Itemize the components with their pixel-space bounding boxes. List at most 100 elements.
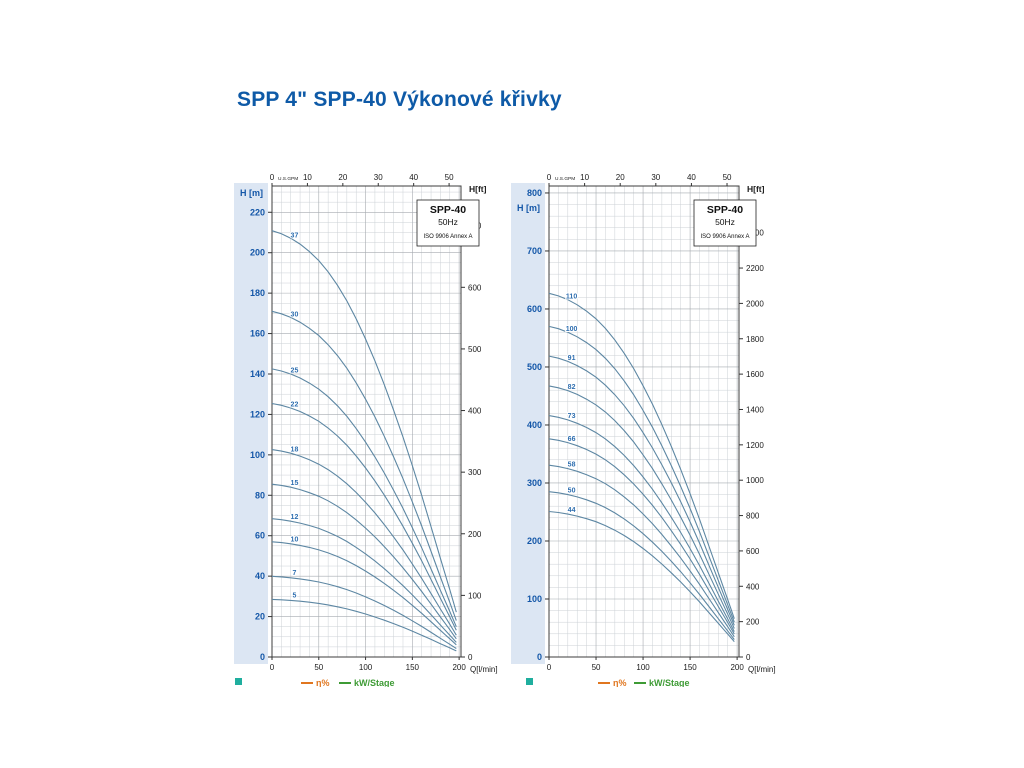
- legend-label: η%: [613, 678, 627, 687]
- curve-label-100: 100: [566, 326, 578, 333]
- y-tick-label-ft: 100: [468, 591, 482, 600]
- curve-label-37: 37: [291, 233, 299, 240]
- x-axis-top: 0 10 20 30 40 50 U.S.GPM: [547, 173, 732, 186]
- y-tick-label-m: 400: [527, 420, 542, 430]
- y-tick-label-ft: 0: [468, 653, 473, 662]
- plot-border: [271, 185, 462, 658]
- x-tick-label-gpm: 0: [270, 173, 275, 182]
- x-tick-label-gpm: 50: [723, 173, 732, 182]
- y-tick-label-ft: 500: [468, 345, 482, 354]
- y-axis-left: 0 20 40 60 80 100 120 140 160 180 200 220 H [m]: [240, 188, 272, 662]
- curve-label-91: 91: [568, 355, 576, 362]
- pump-curve-50: [548, 491, 735, 640]
- y-tick-label-m: 600: [527, 304, 542, 314]
- y-tick-label-m: 80: [255, 490, 265, 500]
- pump-curve-30: [271, 310, 457, 621]
- legend-item: η%: [598, 678, 627, 687]
- x-tick-label-lmin: 50: [592, 663, 601, 672]
- legend-swatch: [526, 678, 533, 685]
- x-tick-label-lmin: 100: [359, 663, 373, 672]
- info-box-standard: ISO 9906 Annex A: [700, 234, 749, 240]
- pump-curve-7: [271, 575, 457, 649]
- y-tick-label-ft: 1200: [746, 441, 764, 450]
- pump-curve-10: [271, 541, 457, 646]
- y-tick-label-ft: 2200: [746, 264, 764, 273]
- y-tick-label-ft: 1600: [746, 370, 764, 379]
- pump-curve-25: [271, 368, 457, 627]
- legend-label: η%: [316, 678, 330, 687]
- axis-band: [234, 183, 268, 664]
- curve-label-58: 58: [568, 462, 576, 469]
- x-axis-bottom: 0 50 100 150 200 Q[l/min]: [547, 657, 776, 674]
- curve-label-7: 7: [293, 570, 297, 577]
- curve-label-30: 30: [291, 311, 299, 318]
- y-tick-label-m: 100: [527, 594, 542, 604]
- y-tick-label-m: 0: [260, 652, 265, 662]
- info-box-frequency: 50Hz: [715, 217, 735, 227]
- curve-label-110: 110: [566, 294, 577, 301]
- pump-curve-82: [548, 385, 735, 629]
- y-tick-label-m: 40: [255, 571, 265, 581]
- y-axis-left-title: H [m]: [517, 203, 540, 213]
- y-tick-label-m: 800: [527, 188, 542, 198]
- y-tick-label-ft: 800: [746, 512, 760, 521]
- legend-swatch: [235, 678, 242, 685]
- y-tick-label-m: 300: [527, 478, 542, 488]
- x-tick-label-gpm: 50: [445, 173, 454, 182]
- y-axis-right: 0100200300400500600700H[ft]: [461, 184, 487, 662]
- legend-item: η%: [301, 678, 330, 687]
- y-tick-label-m: 120: [250, 409, 265, 419]
- curve-label-10: 10: [291, 536, 299, 543]
- curve-label-44: 44: [568, 507, 576, 514]
- pump-curve-73: [548, 415, 735, 632]
- x-tick-label-gpm: 20: [338, 173, 347, 182]
- legend-line-mark: [339, 682, 351, 684]
- curve-label-73: 73: [568, 413, 576, 420]
- grid: [272, 186, 461, 657]
- y-tick-label-ft: 200: [746, 618, 760, 627]
- x-tick-label-lmin: 50: [314, 663, 323, 672]
- pump-curve-110: [548, 292, 735, 619]
- y-tick-label-ft: 2000: [746, 299, 764, 308]
- x-axis-top-title: U.S.GPM: [278, 176, 298, 182]
- legend-item: [526, 678, 536, 687]
- curve-label-66: 66: [568, 436, 576, 443]
- x-axis-top-title: U.S.GPM: [555, 176, 575, 182]
- x-axis-bottom-title: Q[l/min]: [748, 665, 776, 674]
- y-tick-label-m: 100: [250, 450, 265, 460]
- y-tick-label-ft: 200: [468, 530, 482, 539]
- curve-label-82: 82: [568, 384, 576, 391]
- curve-label-15: 15: [291, 480, 299, 487]
- x-tick-label-gpm: 30: [374, 173, 383, 182]
- y-tick-label-ft: 1800: [746, 335, 764, 344]
- legend-line-mark: [301, 682, 313, 684]
- legend-item: kW/Stage: [339, 678, 395, 687]
- y-axis-right: 0 200 400 600 800 1000 1200 1400 1600 1800 2000 220…: [739, 184, 765, 662]
- y-tick-label-ft: 600: [746, 547, 760, 556]
- x-tick-label-gpm: 10: [303, 173, 312, 182]
- pump-curve-12: [271, 518, 457, 643]
- legend-item: [235, 678, 245, 687]
- curves: 110 100 91 82 73 66 58 50 44: [548, 292, 735, 643]
- curve-label-50: 50: [568, 488, 576, 495]
- x-axis-bottom-title: Q[l/min]: [470, 665, 498, 674]
- x-tick-label-gpm: 40: [409, 173, 418, 182]
- y-tick-label-m: 200: [527, 536, 542, 546]
- curve-label-5: 5: [293, 593, 297, 600]
- x-tick-label-lmin: 150: [683, 663, 697, 672]
- x-tick-label-lmin: 200: [730, 663, 744, 672]
- x-tick-label-gpm: 0: [547, 173, 552, 182]
- info-box-frequency: 50Hz: [438, 217, 458, 227]
- curves: 37 30 25 22 18 15 12 10 7 5: [271, 230, 457, 652]
- x-tick-label-gpm: 30: [651, 173, 660, 182]
- y-tick-label-ft: 300: [468, 468, 482, 477]
- y-axis-right-title: H[ft]: [469, 184, 487, 194]
- y-tick-label-m: 700: [527, 246, 542, 256]
- pump-curve-58: [548, 464, 735, 638]
- x-axis-top: 0 10 20 30 40 50 U.S.GPM: [270, 173, 454, 186]
- legend-label: kW/Stage: [649, 678, 690, 687]
